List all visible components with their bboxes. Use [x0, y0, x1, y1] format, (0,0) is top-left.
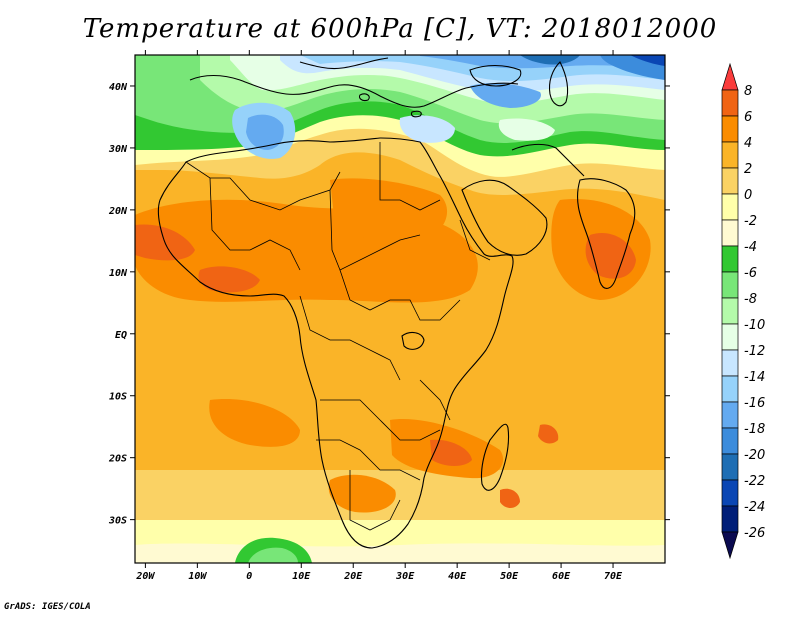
colorbar-label: 6 — [744, 110, 752, 125]
colorbar-swatch — [721, 401, 739, 429]
colorbar-label: -10 — [744, 318, 765, 333]
colorbar-label: 8 — [744, 84, 752, 99]
colorbar-swatch — [721, 141, 739, 169]
lat-label: 10S — [109, 392, 127, 403]
lat-label: 40N — [109, 82, 128, 93]
lat-label: EQ — [115, 330, 127, 341]
colorbar-label: -26 — [744, 526, 765, 541]
colorbar-label: 0 — [744, 188, 752, 203]
colorbar-swatch — [721, 323, 739, 351]
colorbar-swatch — [721, 297, 739, 325]
lon-label: 20W — [135, 571, 155, 582]
colorbar-label: -2 — [744, 214, 757, 229]
colorbar-swatch — [721, 505, 739, 533]
colorbar-swatch — [721, 349, 739, 377]
lon-label: 20E — [343, 571, 363, 582]
colorbar-swatch — [721, 453, 739, 481]
colorbar-label: 2 — [744, 162, 752, 177]
lon-label: 10W — [188, 571, 207, 582]
lat-label: 20S — [108, 454, 127, 465]
colorbar-swatch — [721, 193, 739, 221]
colorbar-label: -22 — [744, 474, 765, 489]
colorbar-swatch — [721, 479, 739, 507]
lon-label: 40E — [448, 571, 467, 582]
colorbar-label: -8 — [744, 292, 757, 307]
colorbar-label: -24 — [744, 500, 765, 515]
colorbar-swatch — [721, 375, 739, 403]
colorbar-label: -20 — [744, 448, 765, 463]
lon-label: 10E — [292, 571, 311, 582]
country-borders — [185, 142, 491, 531]
colorbar-swatch — [721, 245, 739, 273]
colorbar-label: -14 — [744, 370, 765, 385]
lat-label: 30S — [108, 516, 127, 527]
lon-label: 0 — [246, 571, 252, 582]
longitude-axis: 20W 10W 0 10E 20E 30E 40E 50E 60E 70E — [135, 50, 623, 582]
colorbar-swatch — [721, 427, 739, 455]
lat-label: 20N — [108, 206, 128, 217]
temperature-field — [135, 55, 665, 563]
lat-label: 30N — [108, 144, 128, 155]
colorbar-label: -16 — [744, 396, 765, 411]
colorbar-swatch — [721, 219, 739, 247]
colorbar-label: -6 — [744, 266, 757, 281]
lat-label: 10N — [109, 268, 128, 279]
lon-label: 50E — [500, 571, 519, 582]
colorbar-swatch — [721, 115, 739, 143]
latitude-axis: 40N 30N 20N 10N EQ 10S 20S 30S — [108, 82, 670, 527]
credit-text: GrADS: IGES/COLA — [4, 602, 91, 612]
lon-label: 30E — [395, 571, 415, 582]
map-title: Temperature at 600hPa [C], VT: 201801200… — [82, 14, 718, 44]
colorbar-label: -18 — [744, 422, 765, 437]
colorbar-label: -4 — [744, 240, 757, 255]
colorbar-label: 4 — [744, 136, 752, 151]
colorbar-swatch — [721, 62, 739, 91]
colorbar-swatch — [721, 89, 739, 117]
colorbar-swatch — [721, 167, 739, 195]
coastline — [157, 57, 636, 549]
colorbar-legend: 8 6 4 2 0 -2 -4 -6 -8 -10 -12 -14 -16 -18 -20 -22 -24 -26 — [721, 62, 765, 560]
lon-label: 70E — [604, 571, 623, 582]
colorbar-swatch — [721, 531, 739, 560]
lon-label: 60E — [552, 571, 571, 582]
colorbar-swatch — [721, 271, 739, 299]
colorbar-label: -12 — [744, 344, 765, 359]
map-frame — [134, 54, 666, 564]
